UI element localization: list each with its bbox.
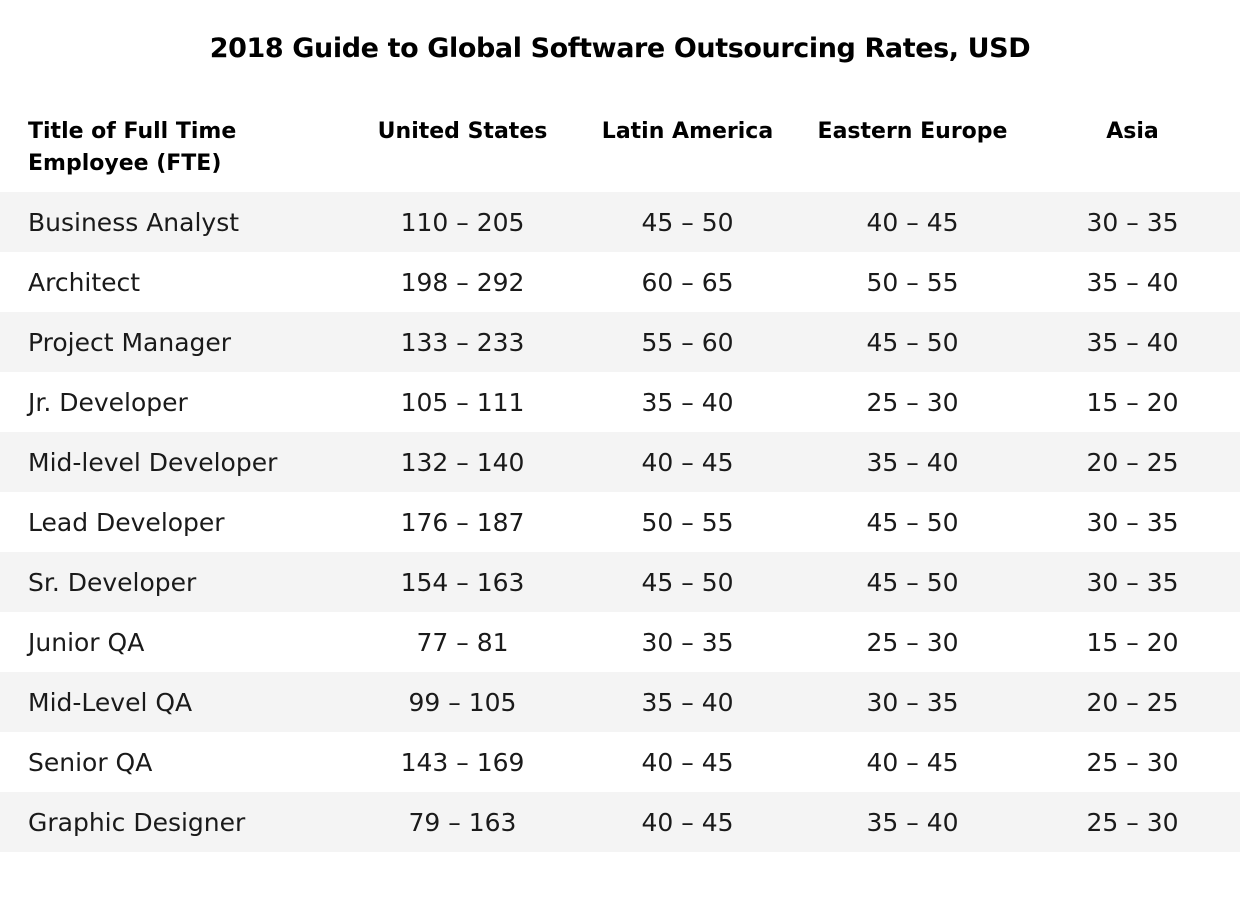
rate-cell-united-states: 176 – 187 (350, 492, 575, 552)
column-header-latin-america: Latin America (601, 119, 774, 144)
rate-cell-asia: 15 – 20 (1025, 612, 1240, 672)
rate-cell-eastern-europe: 35 – 40 (800, 432, 1025, 492)
rate-cell-eastern-europe: 35 – 40 (800, 792, 1025, 852)
rate-cell-united-states: 154 – 163 (350, 552, 575, 612)
role-cell: Mid-level Developer (0, 432, 350, 492)
rate-cell-asia: 35 – 40 (1025, 252, 1240, 312)
rate-cell-united-states: 132 – 140 (350, 432, 575, 492)
table-row: Senior QA 143 – 169 40 – 45 40 – 45 25 – 30 (0, 732, 1240, 792)
role-cell: Architect (0, 252, 350, 312)
rate-cell-latin-america: 30 – 35 (575, 612, 800, 672)
rate-cell-asia: 20 – 25 (1025, 432, 1240, 492)
rate-cell-latin-america: 40 – 45 (575, 732, 800, 792)
role-cell: Senior QA (0, 732, 350, 792)
rate-cell-latin-america: 60 – 65 (575, 252, 800, 312)
table-row: Junior QA 77 – 81 30 – 35 25 – 30 15 – 20 (0, 612, 1240, 672)
rate-cell-eastern-europe: 25 – 30 (800, 612, 1025, 672)
rate-cell-latin-america: 45 – 50 (575, 192, 800, 252)
rate-cell-united-states: 143 – 169 (350, 732, 575, 792)
rate-cell-latin-america: 35 – 40 (575, 372, 800, 432)
role-cell: Jr. Developer (0, 372, 350, 432)
role-cell: Mid-Level QA (0, 672, 350, 732)
rate-cell-latin-america: 50 – 55 (575, 492, 800, 552)
column-header-united-states: United States (377, 119, 548, 144)
rate-cell-eastern-europe: 45 – 50 (800, 552, 1025, 612)
rate-cell-eastern-europe: 25 – 30 (800, 372, 1025, 432)
rate-cell-united-states: 110 – 205 (350, 192, 575, 252)
chart-title: 2018 Guide to Global Software Outsourcin… (209, 33, 1031, 64)
rate-cell-latin-america: 40 – 45 (575, 432, 800, 492)
rate-cell-asia: 30 – 35 (1025, 192, 1240, 252)
role-cell: Business Analyst (0, 192, 350, 252)
column-header-role: Title of Full Time Employee (FTE) (28, 119, 237, 176)
column-header-asia: Asia (1106, 119, 1159, 144)
rate-cell-eastern-europe: 50 – 55 (800, 252, 1025, 312)
rate-cell-asia: 35 – 40 (1025, 312, 1240, 372)
rate-cell-eastern-europe: 30 – 35 (800, 672, 1025, 732)
rate-cell-latin-america: 35 – 40 (575, 672, 800, 732)
column-header-eastern-europe: Eastern Europe (817, 119, 1008, 144)
rate-cell-united-states: 79 – 163 (350, 792, 575, 852)
table-row: Mid-level Developer 132 – 140 40 – 45 35 – … (0, 432, 1240, 492)
rate-cell-eastern-europe: 45 – 50 (800, 492, 1025, 552)
role-cell: Sr. Developer (0, 552, 350, 612)
rate-cell-eastern-europe: 40 – 45 (800, 192, 1025, 252)
role-cell: Graphic Designer (0, 792, 350, 852)
header-row: Title of Full Time Employee (FTE) United… (0, 114, 1240, 192)
role-cell: Project Manager (0, 312, 350, 372)
rate-cell-asia: 25 – 30 (1025, 792, 1240, 852)
table-row: Jr. Developer 105 – 111 35 – 40 25 – 30 15 –… (0, 372, 1240, 432)
rate-cell-asia: 20 – 25 (1025, 672, 1240, 732)
rate-cell-latin-america: 40 – 45 (575, 792, 800, 852)
rate-cell-united-states: 133 – 233 (350, 312, 575, 372)
rate-cell-eastern-europe: 40 – 45 (800, 732, 1025, 792)
role-cell: Lead Developer (0, 492, 350, 552)
rate-cell-asia: 25 – 30 (1025, 732, 1240, 792)
rate-cell-asia: 30 – 35 (1025, 552, 1240, 612)
role-cell: Junior QA (0, 612, 350, 672)
rate-cell-eastern-europe: 45 – 50 (800, 312, 1025, 372)
rate-cell-latin-america: 55 – 60 (575, 312, 800, 372)
table-row: Project Manager 133 – 233 55 – 60 45 – 50 35… (0, 312, 1240, 372)
rate-cell-united-states: 77 – 81 (350, 612, 575, 672)
table-body: Business Analyst 110 – 205 45 – 50 40 – 45 3… (0, 192, 1240, 852)
table-row: Architect 198 – 292 60 – 65 50 – 55 35 – 40 (0, 252, 1240, 312)
table-row: Business Analyst 110 – 205 45 – 50 40 – 45 3… (0, 192, 1240, 252)
table-row: Mid-Level QA 99 – 105 35 – 40 30 – 35 20 – 2… (0, 672, 1240, 732)
rate-cell-asia: 30 – 35 (1025, 492, 1240, 552)
rate-cell-united-states: 99 – 105 (350, 672, 575, 732)
rate-cell-latin-america: 45 – 50 (575, 552, 800, 612)
table-row: Lead Developer 176 – 187 50 – 55 45 – 50 30 … (0, 492, 1240, 552)
table-row: Graphic Designer 79 – 163 40 – 45 35 – 40 25… (0, 792, 1240, 852)
rate-cell-united-states: 105 – 111 (350, 372, 575, 432)
rate-cell-united-states: 198 – 292 (350, 252, 575, 312)
rate-cell-asia: 15 – 20 (1025, 372, 1240, 432)
rates-table: Title of Full Time Employee (FTE) United… (0, 114, 1240, 852)
table-row: Sr. Developer 154 – 163 45 – 50 45 – 50 30 –… (0, 552, 1240, 612)
